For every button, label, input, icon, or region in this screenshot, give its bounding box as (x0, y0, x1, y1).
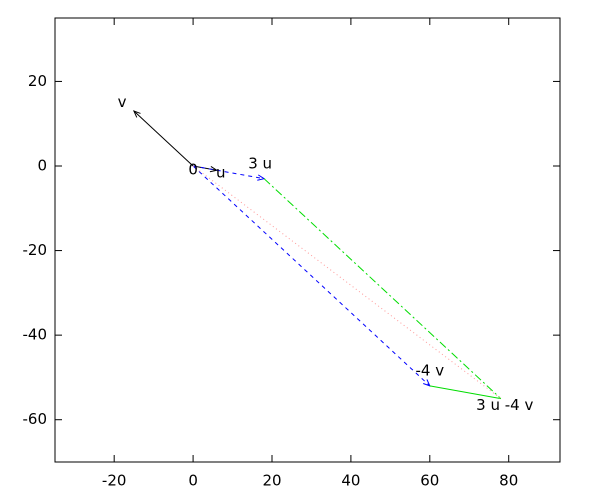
y-tick-label: -40 (23, 326, 48, 344)
plot-frame (54, 17, 561, 463)
annotation: u (216, 164, 226, 182)
annotation: 3 u -4 v (476, 396, 533, 414)
annotation: v (118, 93, 127, 111)
x-tick-label: 40 (341, 472, 360, 490)
vector-line (133, 110, 194, 167)
vector-line (192, 165, 431, 387)
vector-line (192, 165, 217, 171)
x-tick-label: -20 (102, 472, 127, 490)
vector-line (192, 165, 502, 399)
y-tick-label: -20 (23, 241, 48, 259)
x-tick-label: 20 (262, 472, 281, 490)
vector-line (429, 385, 501, 400)
vector-line (263, 178, 502, 399)
y-tick-label: 0 (37, 157, 47, 175)
x-tick-label: 80 (499, 472, 518, 490)
y-tick-label: -60 (23, 410, 48, 428)
arrow-head (132, 110, 141, 118)
annotation: 0 (188, 161, 198, 179)
annotation: -4 v (416, 362, 445, 380)
x-tick-label: 60 (420, 472, 439, 490)
annotation: 3 u (248, 154, 272, 172)
x-tick-label: 0 (188, 472, 198, 490)
y-tick-label: 20 (28, 72, 47, 90)
